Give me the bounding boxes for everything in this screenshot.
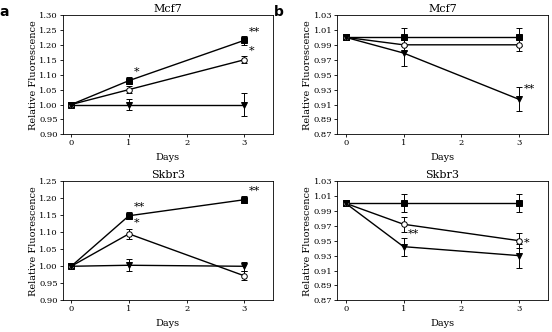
Text: *: * xyxy=(249,46,254,56)
X-axis label: Days: Days xyxy=(156,153,180,162)
Y-axis label: Relative Fluorescence: Relative Fluorescence xyxy=(303,20,312,129)
Text: **: ** xyxy=(524,84,535,94)
Y-axis label: Relative Fluorescence: Relative Fluorescence xyxy=(303,186,312,295)
Y-axis label: Relative Fluorescence: Relative Fluorescence xyxy=(29,186,38,295)
X-axis label: Days: Days xyxy=(431,153,454,162)
Text: **: ** xyxy=(134,202,145,212)
Text: b: b xyxy=(274,5,284,19)
Text: *: * xyxy=(134,67,139,77)
Text: *: * xyxy=(524,238,529,248)
Title: Skbr3: Skbr3 xyxy=(426,170,459,180)
X-axis label: Days: Days xyxy=(431,319,454,328)
Text: a: a xyxy=(0,5,9,19)
Title: Mcf7: Mcf7 xyxy=(153,4,182,14)
Title: Mcf7: Mcf7 xyxy=(428,4,457,14)
Y-axis label: Relative Fluorescence: Relative Fluorescence xyxy=(29,20,38,129)
Title: Skbr3: Skbr3 xyxy=(151,170,185,180)
Text: **: ** xyxy=(408,229,420,239)
Text: *: * xyxy=(134,218,139,228)
Text: **: ** xyxy=(249,27,260,37)
X-axis label: Days: Days xyxy=(156,319,180,328)
Text: **: ** xyxy=(249,186,260,196)
